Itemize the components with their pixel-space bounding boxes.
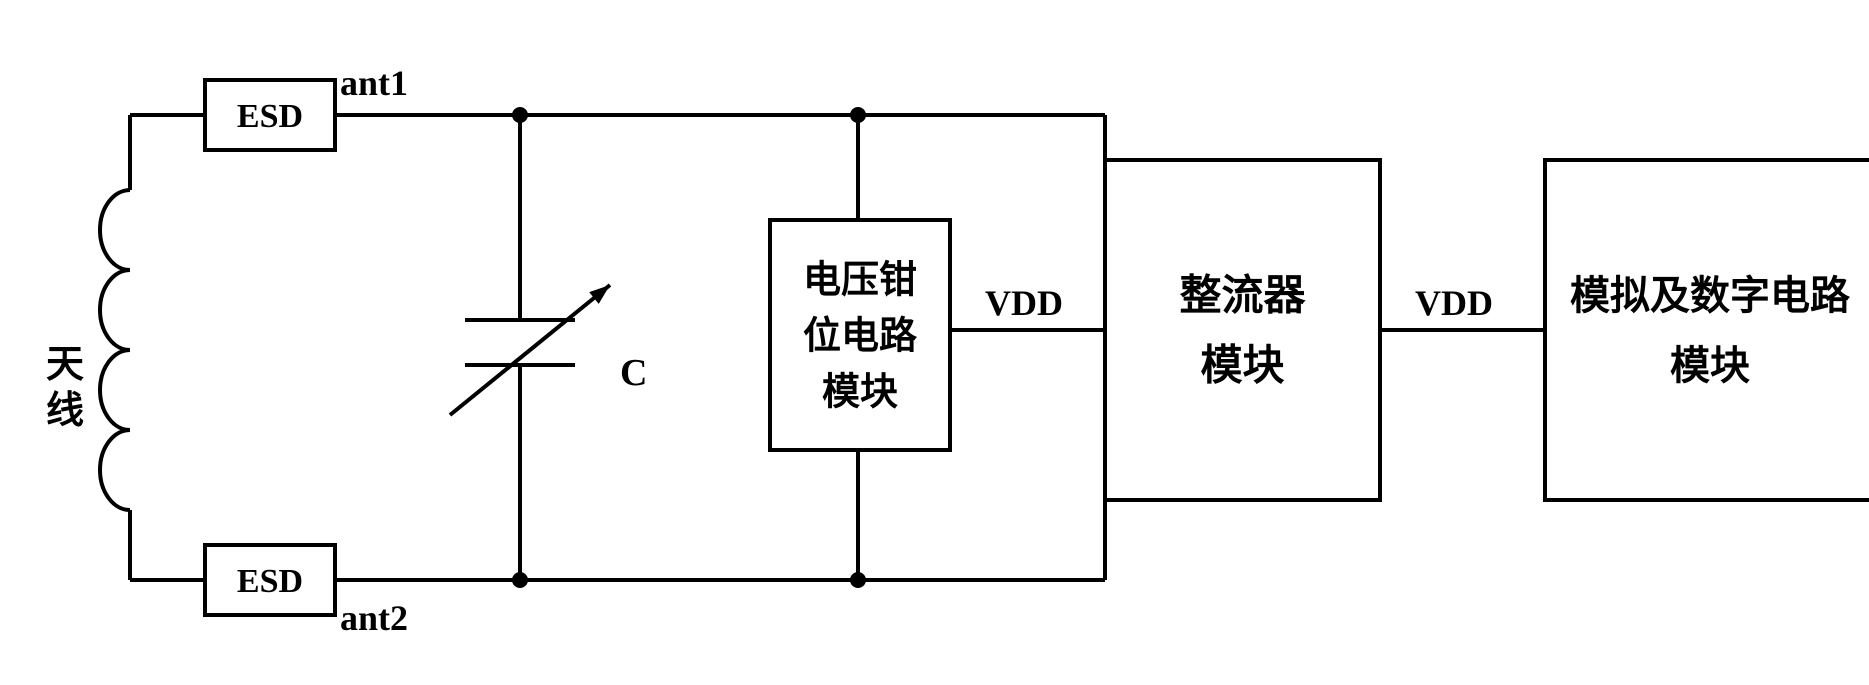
voltage-clamp-label: 电压钳 [803,259,917,301]
rectifier-label: 模块 [1200,343,1284,390]
analog-digital-box [1545,160,1869,500]
antenna-label: 天 [46,344,84,386]
junction-node [512,107,528,123]
vdd1-label: VDD [985,283,1063,323]
variable-arrow [450,285,610,415]
esd-bottom-label: ESD [237,563,303,600]
capacitor-label: C [620,352,647,394]
esd-top-label: ESD [237,98,303,135]
rectifier-box [1105,160,1380,500]
voltage-clamp-label: 位电路 [803,315,918,357]
analog-digital-label: 模拟及数字电路 [1570,273,1851,318]
junction-node [850,107,866,123]
ant2-label: ant2 [340,598,408,638]
rectifier-label: 整流器 [1179,273,1306,320]
antenna-coil [100,190,130,510]
analog-digital-label: 模块 [1670,343,1750,388]
vdd2-label: VDD [1415,283,1493,323]
voltage-clamp-label: 模块 [822,371,898,413]
junction-node [512,572,528,588]
ant1-label: ant1 [340,63,408,103]
junction-node [850,572,866,588]
antenna-label: 线 [46,390,84,432]
